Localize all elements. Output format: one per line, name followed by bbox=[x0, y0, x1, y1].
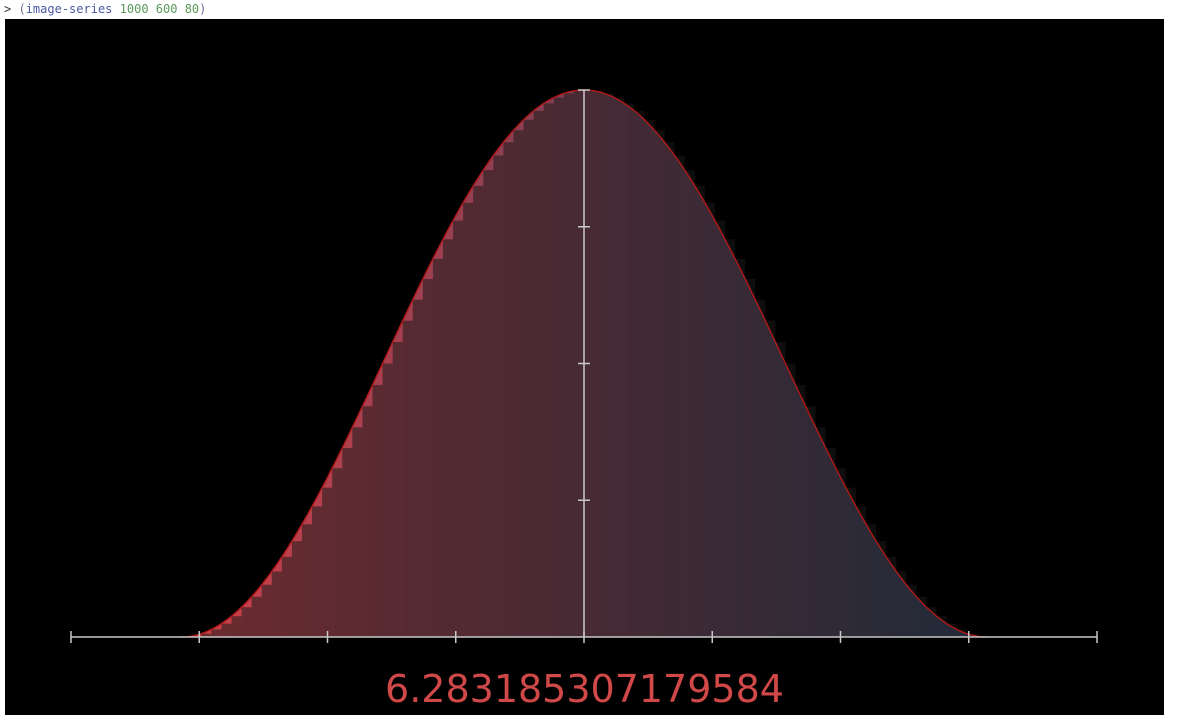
riemann-bar bbox=[271, 571, 282, 637]
riemann-bar bbox=[493, 155, 504, 637]
arg-width: 1000 bbox=[119, 2, 149, 16]
riemann-bar bbox=[664, 142, 675, 637]
function-name: image-series bbox=[25, 2, 113, 16]
riemann-bar bbox=[825, 448, 836, 637]
riemann-bar bbox=[594, 90, 605, 638]
riemann-bar bbox=[956, 629, 967, 637]
repl-prompt: > (image-series 1000 600 80) bbox=[4, 1, 206, 18]
riemann-bar bbox=[553, 97, 564, 637]
riemann-bar bbox=[543, 103, 554, 637]
riemann-bar bbox=[412, 299, 423, 637]
riemann-bar bbox=[936, 616, 947, 637]
riemann-bar bbox=[805, 406, 816, 637]
riemann-bar bbox=[211, 629, 222, 637]
riemann-bar bbox=[513, 130, 524, 638]
riemann-bar bbox=[795, 384, 806, 637]
riemann-bar bbox=[281, 556, 292, 637]
riemann-bar bbox=[896, 571, 907, 637]
riemann-bar bbox=[382, 363, 393, 637]
prompt-symbol: > bbox=[4, 2, 12, 16]
riemann-bar bbox=[926, 607, 937, 637]
riemann-bar bbox=[745, 278, 756, 637]
integral-result: 6.283185307179584 bbox=[385, 667, 784, 711]
riemann-bar bbox=[614, 97, 625, 637]
riemann-bar bbox=[876, 541, 887, 637]
riemann-bar bbox=[291, 541, 302, 637]
riemann-bar bbox=[372, 384, 383, 637]
riemann-bar bbox=[886, 556, 897, 637]
riemann-bar bbox=[946, 623, 957, 637]
riemann-bar bbox=[231, 616, 242, 637]
riemann-bar bbox=[312, 506, 323, 637]
riemann-bar bbox=[674, 155, 685, 637]
riemann-bar bbox=[251, 596, 262, 637]
riemann-bar bbox=[725, 239, 736, 637]
riemann-bar bbox=[775, 342, 786, 637]
riemann-bar bbox=[654, 130, 665, 638]
riemann-bar bbox=[463, 202, 474, 638]
riemann-bar bbox=[241, 607, 252, 637]
riemann-bar bbox=[453, 220, 464, 637]
riemann-bar bbox=[563, 93, 574, 638]
riemann-bar bbox=[634, 110, 645, 637]
riemann-chart bbox=[70, 89, 1098, 643]
riemann-bar bbox=[835, 468, 846, 637]
riemann-bar bbox=[765, 320, 776, 637]
riemann-bar bbox=[855, 506, 867, 637]
riemann-bar bbox=[483, 170, 494, 638]
riemann-bar bbox=[916, 596, 927, 637]
riemann-bar bbox=[694, 185, 705, 637]
riemann-bar bbox=[352, 427, 363, 637]
riemann-bar bbox=[362, 406, 373, 637]
riemann-bar bbox=[785, 363, 796, 637]
riemann-bar bbox=[735, 258, 746, 637]
riemann-bar bbox=[815, 427, 826, 637]
riemann-bar bbox=[402, 320, 413, 637]
riemann-bar bbox=[221, 623, 232, 637]
riemann-bar bbox=[624, 103, 635, 637]
riemann-bar bbox=[503, 142, 514, 637]
riemann-bar bbox=[422, 278, 433, 637]
riemann-bar bbox=[755, 299, 766, 637]
riemann-bar bbox=[845, 487, 856, 637]
image-output: 6.283185307179584 bbox=[5, 19, 1164, 715]
axes bbox=[70, 89, 1098, 643]
arg-height: 600 bbox=[155, 2, 178, 16]
riemann-bar bbox=[392, 342, 403, 637]
riemann-bar bbox=[533, 110, 544, 637]
riemann-bar bbox=[704, 202, 715, 638]
riemann-bar bbox=[342, 448, 353, 637]
riemann-bar bbox=[322, 487, 333, 637]
riemann-bar bbox=[442, 239, 454, 637]
riemann-bar bbox=[432, 258, 443, 637]
riemann-bar bbox=[906, 584, 917, 637]
riemann-bar bbox=[714, 220, 726, 637]
riemann-bar bbox=[473, 185, 484, 637]
riemann-bar bbox=[261, 584, 272, 637]
riemann-bar bbox=[604, 93, 615, 638]
riemann-bar bbox=[301, 524, 313, 637]
riemann-bar bbox=[644, 119, 655, 637]
riemann-bar bbox=[684, 170, 695, 638]
arg-bars: 80 bbox=[184, 2, 200, 16]
open-paren: ( bbox=[18, 2, 26, 16]
riemann-bar bbox=[201, 633, 212, 637]
riemann-bar bbox=[523, 119, 534, 637]
riemann-bar bbox=[332, 468, 343, 637]
riemann-bar bbox=[866, 524, 877, 637]
close-paren: ) bbox=[199, 2, 207, 16]
